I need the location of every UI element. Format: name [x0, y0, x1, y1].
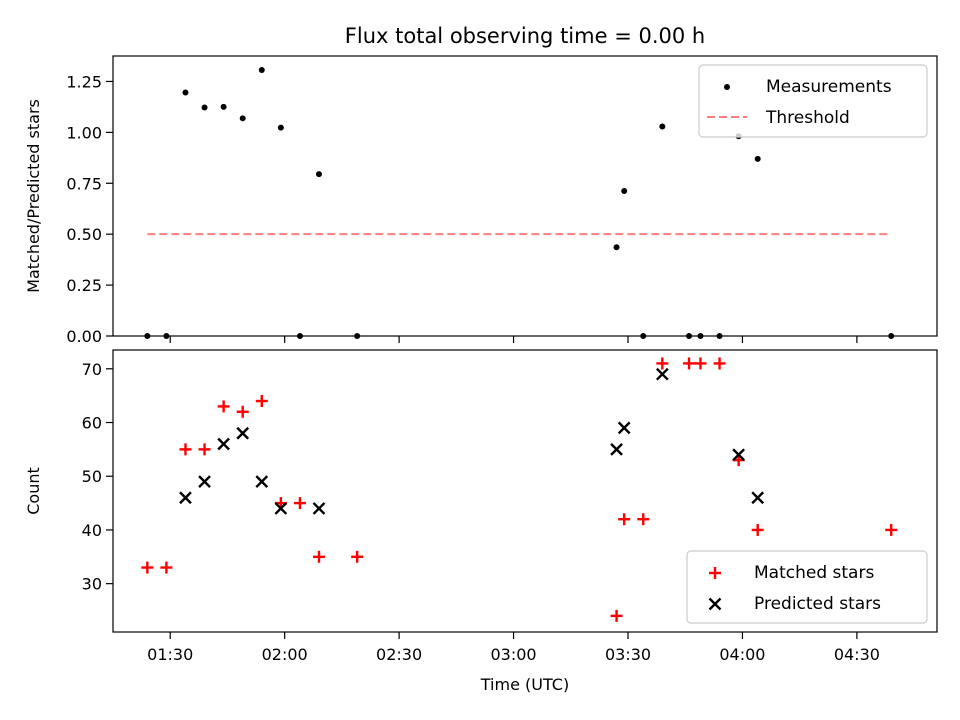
predicted-star-point: [610, 443, 623, 456]
matched-star-point: [236, 405, 249, 418]
chart-title: Flux total observing time = 0.00 h: [345, 24, 705, 48]
measurement-point: [277, 124, 284, 131]
measurement-point: [258, 67, 265, 74]
measurement-point: [754, 155, 761, 162]
matched-star-point: [683, 357, 696, 370]
y-axis-label: Matched/Predicted stars: [24, 99, 43, 293]
predicted-star-point: [732, 448, 745, 462]
measurement-point: [220, 103, 227, 110]
y-axis-label: Count: [24, 467, 43, 515]
matched-star-point: [610, 609, 623, 622]
legend-box: [698, 64, 928, 138]
y-tick-label: 50: [82, 467, 102, 486]
measurement-point: [621, 188, 628, 195]
legend-label: Predicted stars: [754, 594, 881, 614]
matched-star-point: [351, 550, 364, 563]
y-tick-label: 60: [82, 414, 102, 433]
predicted-star-point: [217, 437, 230, 451]
predicted-star-point: [617, 421, 631, 435]
matched-star-point: [637, 513, 650, 526]
matched-star-point: [179, 443, 192, 456]
plot-frame: [112, 349, 938, 633]
legend-box: [686, 550, 928, 624]
measurement-point: [659, 123, 666, 130]
x-tick-label: 03:00: [491, 645, 537, 664]
legend-measurement-swatch: [724, 84, 730, 90]
y-tick-label: 1.00: [66, 123, 102, 142]
predicted-star-point: [751, 491, 765, 505]
y-tick-label: 1.25: [66, 72, 102, 91]
x-tick-label: 04:00: [719, 645, 765, 664]
matched-star-point: [656, 357, 669, 370]
y-tick-label: 0.00: [66, 327, 102, 346]
legend-label: Matched stars: [754, 563, 874, 583]
matched-star-point: [313, 550, 325, 563]
predicted-star-point: [655, 367, 669, 381]
legend-matched-swatch: [709, 567, 721, 579]
predicted-star-point: [179, 491, 192, 505]
y-tick-label: 0.25: [66, 276, 102, 295]
x-tick-label: 01:30: [147, 645, 193, 664]
matched-star-point: [217, 400, 230, 413]
matched-star-point: [198, 443, 211, 456]
predicted-star-point: [274, 502, 288, 515]
x-axis-label: Time (UTC): [480, 675, 569, 694]
matched-star-point: [885, 523, 898, 536]
legend-label: Measurements: [766, 77, 892, 97]
measurement-point: [316, 171, 322, 178]
matched-star-point: [713, 357, 726, 370]
y-tick-label: 70: [82, 360, 102, 379]
matched-star-point: [255, 395, 268, 408]
matched-star-point: [618, 513, 631, 526]
matched-star-point: [141, 561, 154, 574]
matched-star-point: [293, 497, 306, 510]
series-predicted-stars: [179, 367, 765, 515]
predicted-star-point: [198, 475, 211, 488]
matched-star-point: [751, 523, 764, 536]
y-tick-label: 40: [82, 521, 102, 540]
measurement-point: [201, 104, 208, 111]
y-tick-label: 30: [82, 575, 102, 594]
y-tick-label: 0.50: [66, 225, 102, 244]
legend-label: Threshold: [765, 108, 850, 128]
x-tick-label: 02:30: [376, 645, 422, 664]
star-count-panel: 30 40 50 60 70 01:30 02:00 02:30 03:00 03:30 04:00…: [24, 349, 938, 694]
matched-star-point: [160, 561, 173, 574]
measurement-point: [239, 115, 246, 122]
x-tick-label: 04:30: [834, 645, 880, 664]
plot-frame: [112, 55, 938, 337]
measurement-point: [182, 89, 189, 96]
legend: Measurements Threshold: [698, 64, 928, 138]
flux-ratio-panel: Flux total observing time = 0.00 h 0.00 0.…: [24, 24, 938, 346]
legend: Matched stars Predicted stars: [686, 550, 928, 624]
predicted-star-point: [255, 475, 269, 488]
measurement-point: [613, 244, 620, 251]
matched-star-point: [694, 357, 707, 370]
predicted-star-point: [236, 426, 250, 440]
x-tick-label: 02:00: [262, 645, 308, 664]
x-tick-label: 03:30: [605, 645, 651, 664]
legend-predicted-swatch: [708, 597, 722, 611]
y-tick-label: 0.75: [66, 174, 102, 193]
predicted-star-point: [312, 502, 326, 515]
